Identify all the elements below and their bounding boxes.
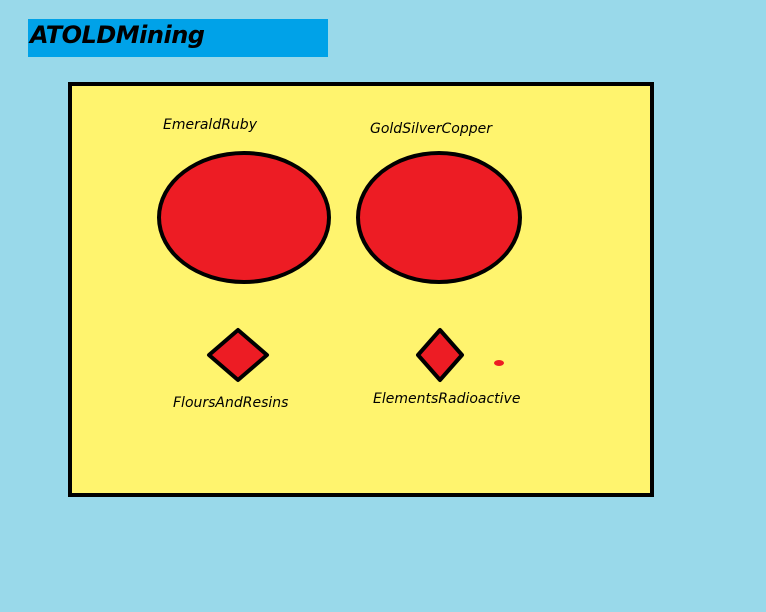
red-dot-marker [494, 360, 504, 366]
gold-silver-copper-button[interactable] [356, 151, 522, 284]
flours-and-resins-button[interactable] [206, 327, 270, 383]
title-bar: ATOLDMining [28, 19, 328, 57]
emerald-ruby-button[interactable] [157, 151, 331, 284]
app-title: ATOLDMining [30, 21, 205, 49]
flours-and-resins-label: FloursAndResins [173, 395, 289, 411]
elements-radioactive-label: ElementsRadioactive [373, 391, 521, 407]
mining-board [68, 82, 654, 497]
emerald-ruby-label: EmeraldRuby [163, 117, 257, 133]
elements-radioactive-button[interactable] [415, 327, 465, 383]
gold-silver-copper-label: GoldSilverCopper [370, 121, 492, 137]
